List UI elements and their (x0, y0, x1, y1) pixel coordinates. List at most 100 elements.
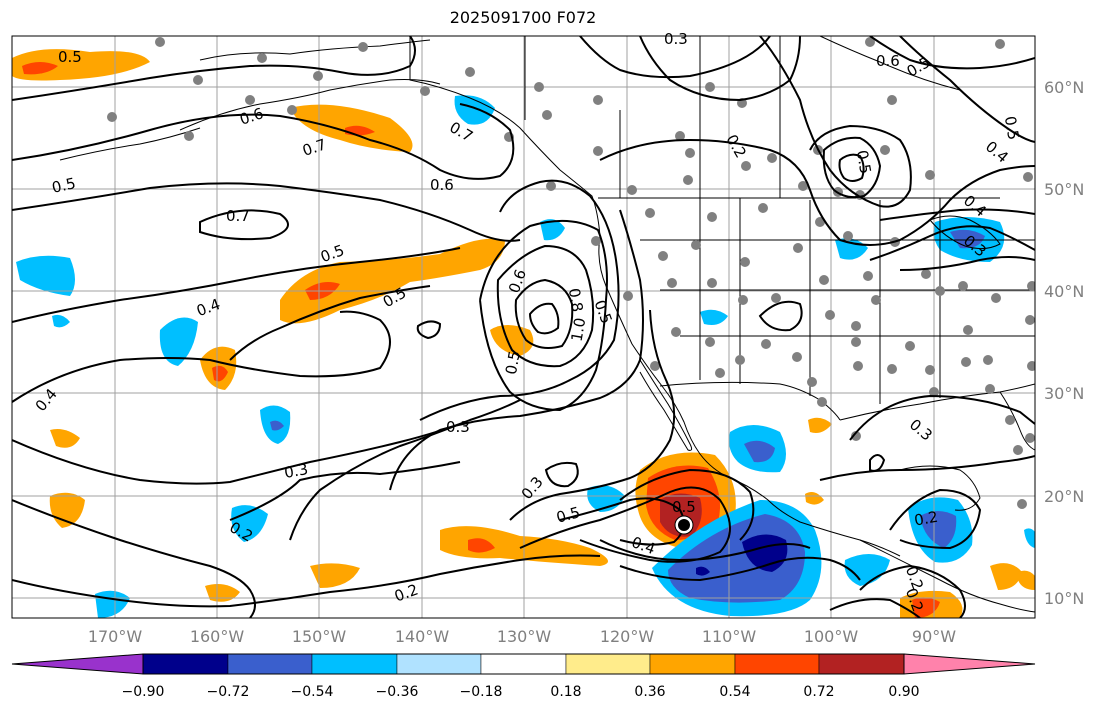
station-dot (983, 355, 993, 365)
negative-area (1024, 528, 1035, 548)
station-dot (767, 153, 777, 163)
colorbar-tick-label: −0.36 (376, 684, 419, 700)
alaska-coast (179, 79, 441, 131)
colorbar-tick-label: −0.72 (207, 684, 250, 700)
contour-line (899, 256, 1035, 271)
negative-area (52, 314, 70, 328)
contour-line (544, 461, 579, 488)
negative-area (744, 440, 775, 463)
negative-area (95, 590, 130, 618)
contour-line (639, 36, 801, 102)
contour-label: 0.5 (554, 503, 582, 527)
negative-area (270, 420, 284, 431)
positive-area (310, 563, 360, 588)
contour-label: 0.2 (913, 508, 940, 530)
contour-label: 0.3 (664, 30, 688, 48)
contour-label: 0.5 (591, 298, 616, 327)
contour-line (419, 179, 620, 421)
station-dot (650, 361, 660, 371)
station-dot (645, 208, 655, 218)
contour-label: 0.4 (32, 385, 61, 415)
colorbar-tick-label: −0.18 (460, 684, 503, 700)
contour-label: 0.3 (283, 460, 310, 482)
station-dot (313, 71, 323, 81)
longitude-label: 150°W (292, 627, 347, 646)
positive-area (808, 417, 832, 433)
contour-line (389, 209, 644, 491)
contour-line (289, 423, 461, 541)
contour-label: 0.8 (565, 287, 587, 314)
station-dot (627, 185, 637, 195)
station-dot (738, 295, 748, 305)
station-dot (798, 181, 808, 191)
station-dot (740, 257, 750, 267)
colorbar-tick-label: 0.18 (550, 684, 581, 700)
station-dot (420, 86, 430, 96)
contour-label: 1.0 (568, 316, 590, 343)
station-dot (1027, 281, 1035, 291)
contour-label: 0.5 (853, 149, 875, 176)
alaska-north (199, 39, 431, 61)
station-dot (995, 39, 1005, 49)
contour-line (869, 36, 1035, 70)
station-dot (853, 361, 863, 371)
contour-label: 0.7 (226, 207, 250, 225)
station-dot (1027, 361, 1035, 371)
negative-area (454, 95, 495, 125)
station-markers (107, 37, 1035, 509)
colorbar-segment (142, 653, 229, 675)
station-dot (825, 310, 835, 320)
station-dot (935, 286, 945, 296)
station-dot (1017, 499, 1027, 509)
station-dot (761, 339, 771, 349)
negative-area (159, 317, 198, 366)
station-dot (758, 203, 768, 213)
station-dot (880, 145, 890, 155)
contour-label: 0.4 (629, 533, 658, 558)
colorbar-frame (142, 653, 905, 675)
map-title: 2025091700 F072 (449, 8, 597, 27)
contour-line (849, 394, 1035, 441)
positive-area (912, 597, 940, 618)
station-dot (871, 295, 881, 305)
contour-line (12, 182, 521, 242)
negative-area (835, 238, 868, 260)
station-dot (671, 327, 681, 337)
station-dot (623, 291, 633, 301)
station-dot (691, 240, 701, 250)
contour-line (12, 399, 521, 485)
station-dot (921, 269, 931, 279)
station-dot (658, 251, 668, 261)
longitude-label: 140°W (395, 627, 450, 646)
positive-area (212, 365, 228, 382)
central-america-coast (859, 539, 1035, 613)
latitude-axis: 60°N 50°N 40°N 30°N 20°N 10°N (1044, 78, 1084, 608)
us-mexico-border (659, 381, 841, 421)
contour-line (496, 244, 595, 368)
contour-line (869, 225, 1035, 261)
positive-area (1018, 570, 1035, 590)
contour-label: 0.4 (194, 295, 223, 320)
positive-area (990, 563, 1022, 590)
contour-label: 0.3 (906, 415, 936, 444)
station-dot (155, 37, 165, 47)
station-dot (887, 364, 897, 374)
positive-area (280, 238, 505, 324)
station-dot (815, 217, 825, 227)
latitude-label: 30°N (1044, 384, 1084, 403)
colorbar-tick-label: 0.72 (803, 684, 834, 700)
station-dot (735, 355, 745, 365)
contour-label: 0.5 (58, 48, 82, 66)
station-dot (542, 110, 552, 120)
contour-line (579, 36, 771, 79)
negative-area (540, 219, 565, 241)
positive-area (468, 538, 495, 553)
contour-line (619, 556, 861, 582)
colorbar-segment (480, 653, 567, 675)
colorbar-segment (227, 653, 313, 675)
negative-area (16, 255, 75, 296)
contour-label: 0.6 (876, 52, 900, 70)
station-dot (245, 95, 255, 105)
colorbar-ticks: −0.90 −0.72 −0.54 −0.36 −0.18 0.18 0.36 … (122, 684, 920, 700)
contour-line (199, 209, 289, 241)
